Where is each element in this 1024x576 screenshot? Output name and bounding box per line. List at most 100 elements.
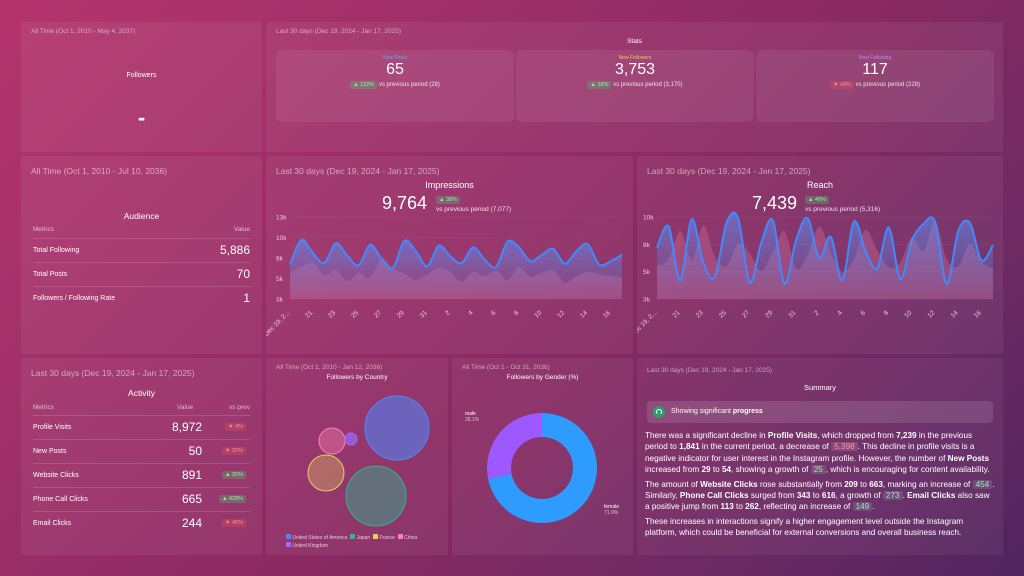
activity-period: Last 30 days (Dec 19, 2024 - Jan 17, 202… xyxy=(31,368,195,378)
bubble-france xyxy=(307,454,345,492)
country-legend: United States of America Japan France Ch… xyxy=(286,534,446,550)
x-tick-label: 31 xyxy=(419,309,429,319)
gender-period: All Time (Oct 1 - Oct 31, 2036) xyxy=(462,364,550,371)
row-value: 891 xyxy=(181,468,202,482)
col-value: Value xyxy=(233,226,250,233)
row-label: Profile Visits xyxy=(33,424,72,431)
x-tick-label: 27 xyxy=(741,309,751,319)
impressions-value: 9,764 xyxy=(382,193,428,213)
stat-new-following: New Following 117 ▼ 49% vs previous peri… xyxy=(756,50,994,122)
row-change-badge: ▲ 26% xyxy=(222,471,246,479)
y-tick-label: 5k xyxy=(276,276,284,283)
x-tick-label: 16 xyxy=(973,309,983,319)
country-period: All Time (Oct 1, 2010 - Jan 12, 2036) xyxy=(276,364,383,371)
table-row: Website Clicks 891 ▲ 26% xyxy=(33,463,250,487)
y-tick-label: 13k xyxy=(276,215,287,222)
stat-value: 3,753 xyxy=(614,61,656,78)
x-tick-label: 31 xyxy=(787,309,797,319)
x-tick-label: 2 xyxy=(444,309,452,317)
x-tick-label: Dec 19, 2... xyxy=(266,309,292,338)
x-tick-label: 4 xyxy=(836,309,844,317)
x-tick-label: 10 xyxy=(533,309,543,319)
stat-new-posts: New Posts 65 ▲ 132% vs previous period (… xyxy=(276,50,514,122)
x-tick-label: 23 xyxy=(327,309,337,319)
legend-item[interactable]: France xyxy=(373,534,395,541)
x-tick-label: 6 xyxy=(859,309,867,317)
summary-period: Last 30 days (Dec 19, 2024 - Jan 17, 202… xyxy=(647,367,773,374)
reach-title: Reach xyxy=(806,180,833,190)
x-tick-label: 10 xyxy=(903,309,913,319)
followers-label: Followers xyxy=(126,72,157,79)
row-value: 50 xyxy=(188,444,202,458)
x-tick-label: 12 xyxy=(926,309,936,319)
reach-period: Last 30 days (Dec 19, 2024 - Jan 17, 202… xyxy=(647,166,811,176)
y-tick-label: 3k xyxy=(643,297,651,304)
x-tick-label: 25 xyxy=(350,309,360,319)
row-value: 244 xyxy=(181,516,202,530)
x-tick-label: 29 xyxy=(396,309,406,319)
stat-change-badge: ▲ 18% xyxy=(587,81,612,89)
x-tick-label: 25 xyxy=(718,309,728,319)
row-value: 665 xyxy=(181,492,202,506)
x-tick-label: 14 xyxy=(950,309,960,319)
summary-title: Summary xyxy=(803,383,837,392)
row-label: Total Posts xyxy=(33,271,68,278)
x-tick-label: 14 xyxy=(579,309,589,319)
table-row: New Posts 50 ▼ 32% xyxy=(33,439,250,463)
stat-value: 117 xyxy=(862,61,888,78)
stats-card: Last 30 days (Dec 19, 2024 - Jan 17, 202… xyxy=(266,22,1003,152)
x-tick-label: 21 xyxy=(672,309,682,319)
x-tick-label: 21 xyxy=(304,309,314,319)
x-tick-label: 2 xyxy=(813,309,821,317)
gender-donut-chart xyxy=(487,413,597,523)
row-label: Followers / Following Rate xyxy=(33,295,116,302)
table-row: Total Posts 70 xyxy=(33,262,250,286)
row-value: 1 xyxy=(243,291,250,305)
progress-banner: Showing significant progress xyxy=(647,401,993,423)
table-row: Profile Visits 8,972 ▼ 4% xyxy=(33,415,250,439)
x-tick-label: 12 xyxy=(556,309,566,319)
progress-bold: progress xyxy=(732,408,763,415)
legend-item[interactable]: Japan xyxy=(350,534,370,541)
x-tick-label: 4 xyxy=(467,309,475,317)
stat-comparison: vs previous period (228) xyxy=(855,82,921,88)
legend-item[interactable]: United States of America xyxy=(286,534,347,541)
male-label: male 28.1% xyxy=(465,411,480,423)
bubble-china xyxy=(318,427,346,455)
activity-title: Activity xyxy=(128,388,155,398)
stat-comparison: vs previous period (3,170) xyxy=(613,82,683,88)
activity-card: Last 30 days (Dec 19, 2024 - Jan 17, 202… xyxy=(21,358,262,555)
impressions-title: Impressions xyxy=(425,180,474,190)
gender-title: Followers by Gender (%) xyxy=(506,374,579,381)
reach-chart: 3k 5k 8k 10k Dec 19, 2... 21 23 25 27 29 31 2 4 6 8 10 1… xyxy=(637,211,994,338)
table-row: Total Following 5,886 xyxy=(33,238,250,262)
series-current-line xyxy=(289,238,623,270)
table-row: Followers / Following Rate 1 xyxy=(33,286,250,310)
impressions-chart: 3k 5k 8k 10k 13k Dec 19, 2... 21 23 25 27 29 31 2 4 6 8… xyxy=(266,215,623,338)
summary-card: Last 30 days (Dec 19, 2024 - Jan 17, 202… xyxy=(637,358,1003,555)
legend-item[interactable]: United Kingdom xyxy=(286,542,328,549)
reach-comparison: vs previous period (5,316) xyxy=(805,206,881,213)
stat-label: New Following xyxy=(858,55,892,61)
y-tick-label: 10k xyxy=(276,235,287,242)
impressions-card: Last 30 days (Dec 19, 2024 - Jan 17, 202… xyxy=(266,156,633,354)
bubble-japan xyxy=(345,465,407,527)
col-metrics: Metrics xyxy=(33,404,54,411)
legend-item[interactable]: China xyxy=(397,534,417,541)
stats-title: Stats xyxy=(627,38,642,45)
donut-slice-male xyxy=(487,413,542,479)
bubble-uk xyxy=(344,432,358,446)
impressions-comparison: vs previous period (7,077) xyxy=(436,206,512,213)
country-title: Followers by Country xyxy=(326,374,388,381)
stat-new-followers: New Followers 3,753 ▲ 18% vs previous pe… xyxy=(516,50,754,122)
y-tick-label: 8k xyxy=(643,242,651,249)
stat-value: 65 xyxy=(386,61,404,78)
series-current-line xyxy=(656,211,994,285)
y-tick-label: 8k xyxy=(276,256,284,263)
x-tick-label: 8 xyxy=(513,309,521,317)
col-metrics: Metrics xyxy=(33,226,54,233)
audience-period: All Time (Oct 1, 2010 - Jul 10, 2036) xyxy=(31,166,168,176)
row-change-badge: ▼ 40% xyxy=(222,519,246,527)
row-label: Phone Call Clicks xyxy=(33,496,88,503)
row-change-badge: ▼ 32% xyxy=(222,447,246,455)
